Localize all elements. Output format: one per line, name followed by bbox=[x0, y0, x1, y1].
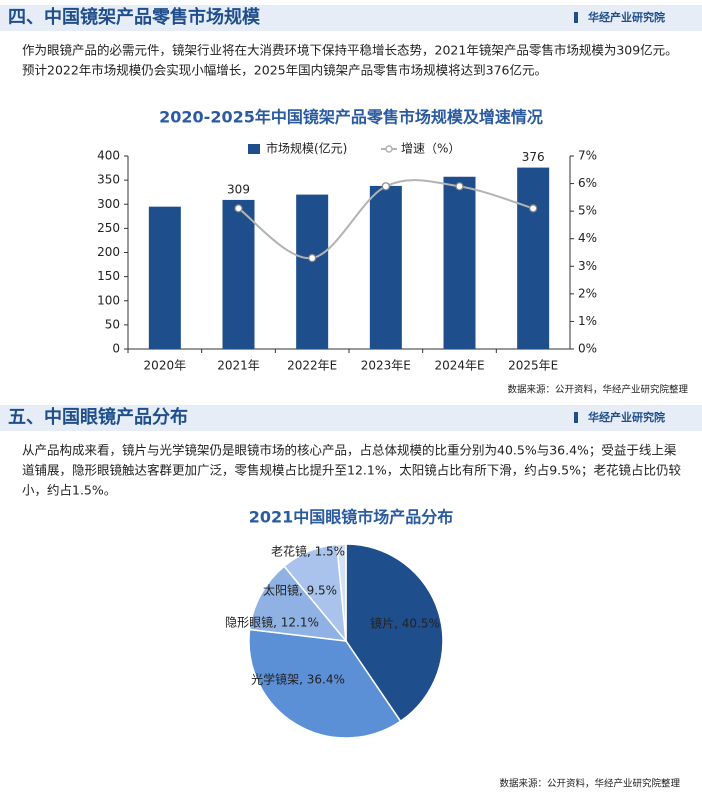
x-tick-label: 2021年 bbox=[217, 359, 260, 373]
y-tick-label: 350 bbox=[97, 173, 120, 187]
logo-icon bbox=[574, 412, 578, 423]
heading-bar bbox=[0, 405, 702, 431]
y-tick-label: 200 bbox=[97, 245, 120, 259]
bar bbox=[222, 199, 255, 349]
y-tick-label: 150 bbox=[97, 269, 120, 283]
legend-marker bbox=[385, 145, 393, 153]
heading: 五、中国眼镜产品分布 bbox=[8, 406, 188, 428]
y-tick-label: 300 bbox=[97, 197, 120, 211]
y2-tick-label: 7% bbox=[578, 149, 597, 163]
legend-label: 市场规模(亿元) bbox=[266, 141, 347, 156]
x-tick-label: 2020年 bbox=[144, 359, 187, 373]
x-tick-label: 2022年E bbox=[287, 359, 337, 373]
data-label: 309 bbox=[227, 182, 250, 196]
heading-bar bbox=[0, 5, 702, 31]
y-tick-label: 0 bbox=[112, 342, 120, 356]
pie-slice bbox=[336, 543, 347, 642]
chart-title: 2020-2025年中国镜架产品零售市场规模及增速情况 bbox=[159, 108, 543, 127]
line-marker bbox=[381, 182, 390, 191]
y2-tick-label: 0% bbox=[578, 342, 597, 356]
logo-icon bbox=[574, 12, 578, 23]
y-tick-label: 250 bbox=[97, 221, 120, 235]
paragraph-line: 预计2022年市场规模仍会实现小幅增长，2025年国内镜架产品零售市场规模将达到… bbox=[22, 63, 547, 78]
y2-tick-label: 2% bbox=[578, 286, 597, 300]
line-marker bbox=[455, 182, 464, 191]
pie-slice bbox=[345, 543, 444, 723]
source: 数据来源：公开资料，华经产业研究院整理 bbox=[507, 384, 688, 396]
data-label: 376 bbox=[522, 150, 545, 164]
bar bbox=[517, 167, 550, 349]
bar bbox=[296, 194, 329, 349]
data-label: 老花镜, 1.5% bbox=[271, 544, 345, 559]
x-tick-label: 2023年E bbox=[361, 359, 411, 373]
line-marker bbox=[234, 204, 243, 213]
y-tick-label: 100 bbox=[97, 293, 120, 307]
data-label: 光学镜架, 36.4% bbox=[251, 672, 345, 687]
paragraph-line: 小，约占1.5%。 bbox=[22, 483, 116, 498]
x-tick-label: 2025年E bbox=[508, 359, 558, 373]
brand: 华经产业研究院 bbox=[588, 10, 665, 24]
source: 数据来源：公开资料，华经产业研究院整理 bbox=[499, 778, 680, 790]
x-tick-label: 2024年E bbox=[434, 359, 484, 373]
data-label: 镜片, 40.5% bbox=[370, 616, 440, 631]
y2-tick-label: 6% bbox=[578, 176, 597, 190]
y-tick-label: 400 bbox=[97, 149, 120, 163]
paragraph-line: 道铺展，隐形眼镜触达客群更加广泛，零售规模占比提升至12.1%，太阳镜占比有所下… bbox=[22, 463, 681, 478]
bar bbox=[369, 185, 402, 349]
line-marker bbox=[529, 204, 538, 213]
y-tick-label: 50 bbox=[105, 317, 120, 331]
y2-tick-label: 4% bbox=[578, 231, 597, 245]
pie-slice bbox=[248, 628, 402, 739]
y2-tick-label: 5% bbox=[578, 204, 597, 218]
heading: 四、中国镜架产品零售市场规模 bbox=[8, 6, 261, 28]
y2-tick-label: 1% bbox=[578, 314, 597, 328]
paragraph-line: 从产品构成来看，镜片与光学镜架仍是眼镜市场的核心产品，占总体规模的比重分别为40… bbox=[22, 443, 677, 458]
data-label: 隐形眼镜, 12.1% bbox=[225, 615, 319, 630]
pie-slice bbox=[248, 565, 348, 642]
data-label: 太阳镜, 9.5% bbox=[263, 583, 337, 598]
y2-tick-label: 3% bbox=[578, 259, 597, 273]
paragraph-line: 作为眼镜产品的必需元件，镜架行业将在大消费环境下保持平稳增长态势，2021年镜架… bbox=[22, 43, 678, 58]
legend-swatch bbox=[248, 144, 260, 154]
bar bbox=[148, 206, 181, 349]
bar bbox=[443, 176, 476, 349]
legend-label: 增速（%） bbox=[401, 142, 460, 156]
line-marker bbox=[308, 253, 317, 263]
chart-title: 2021中国眼镜市场产品分布 bbox=[249, 508, 454, 527]
brand: 华经产业研究院 bbox=[588, 410, 665, 424]
